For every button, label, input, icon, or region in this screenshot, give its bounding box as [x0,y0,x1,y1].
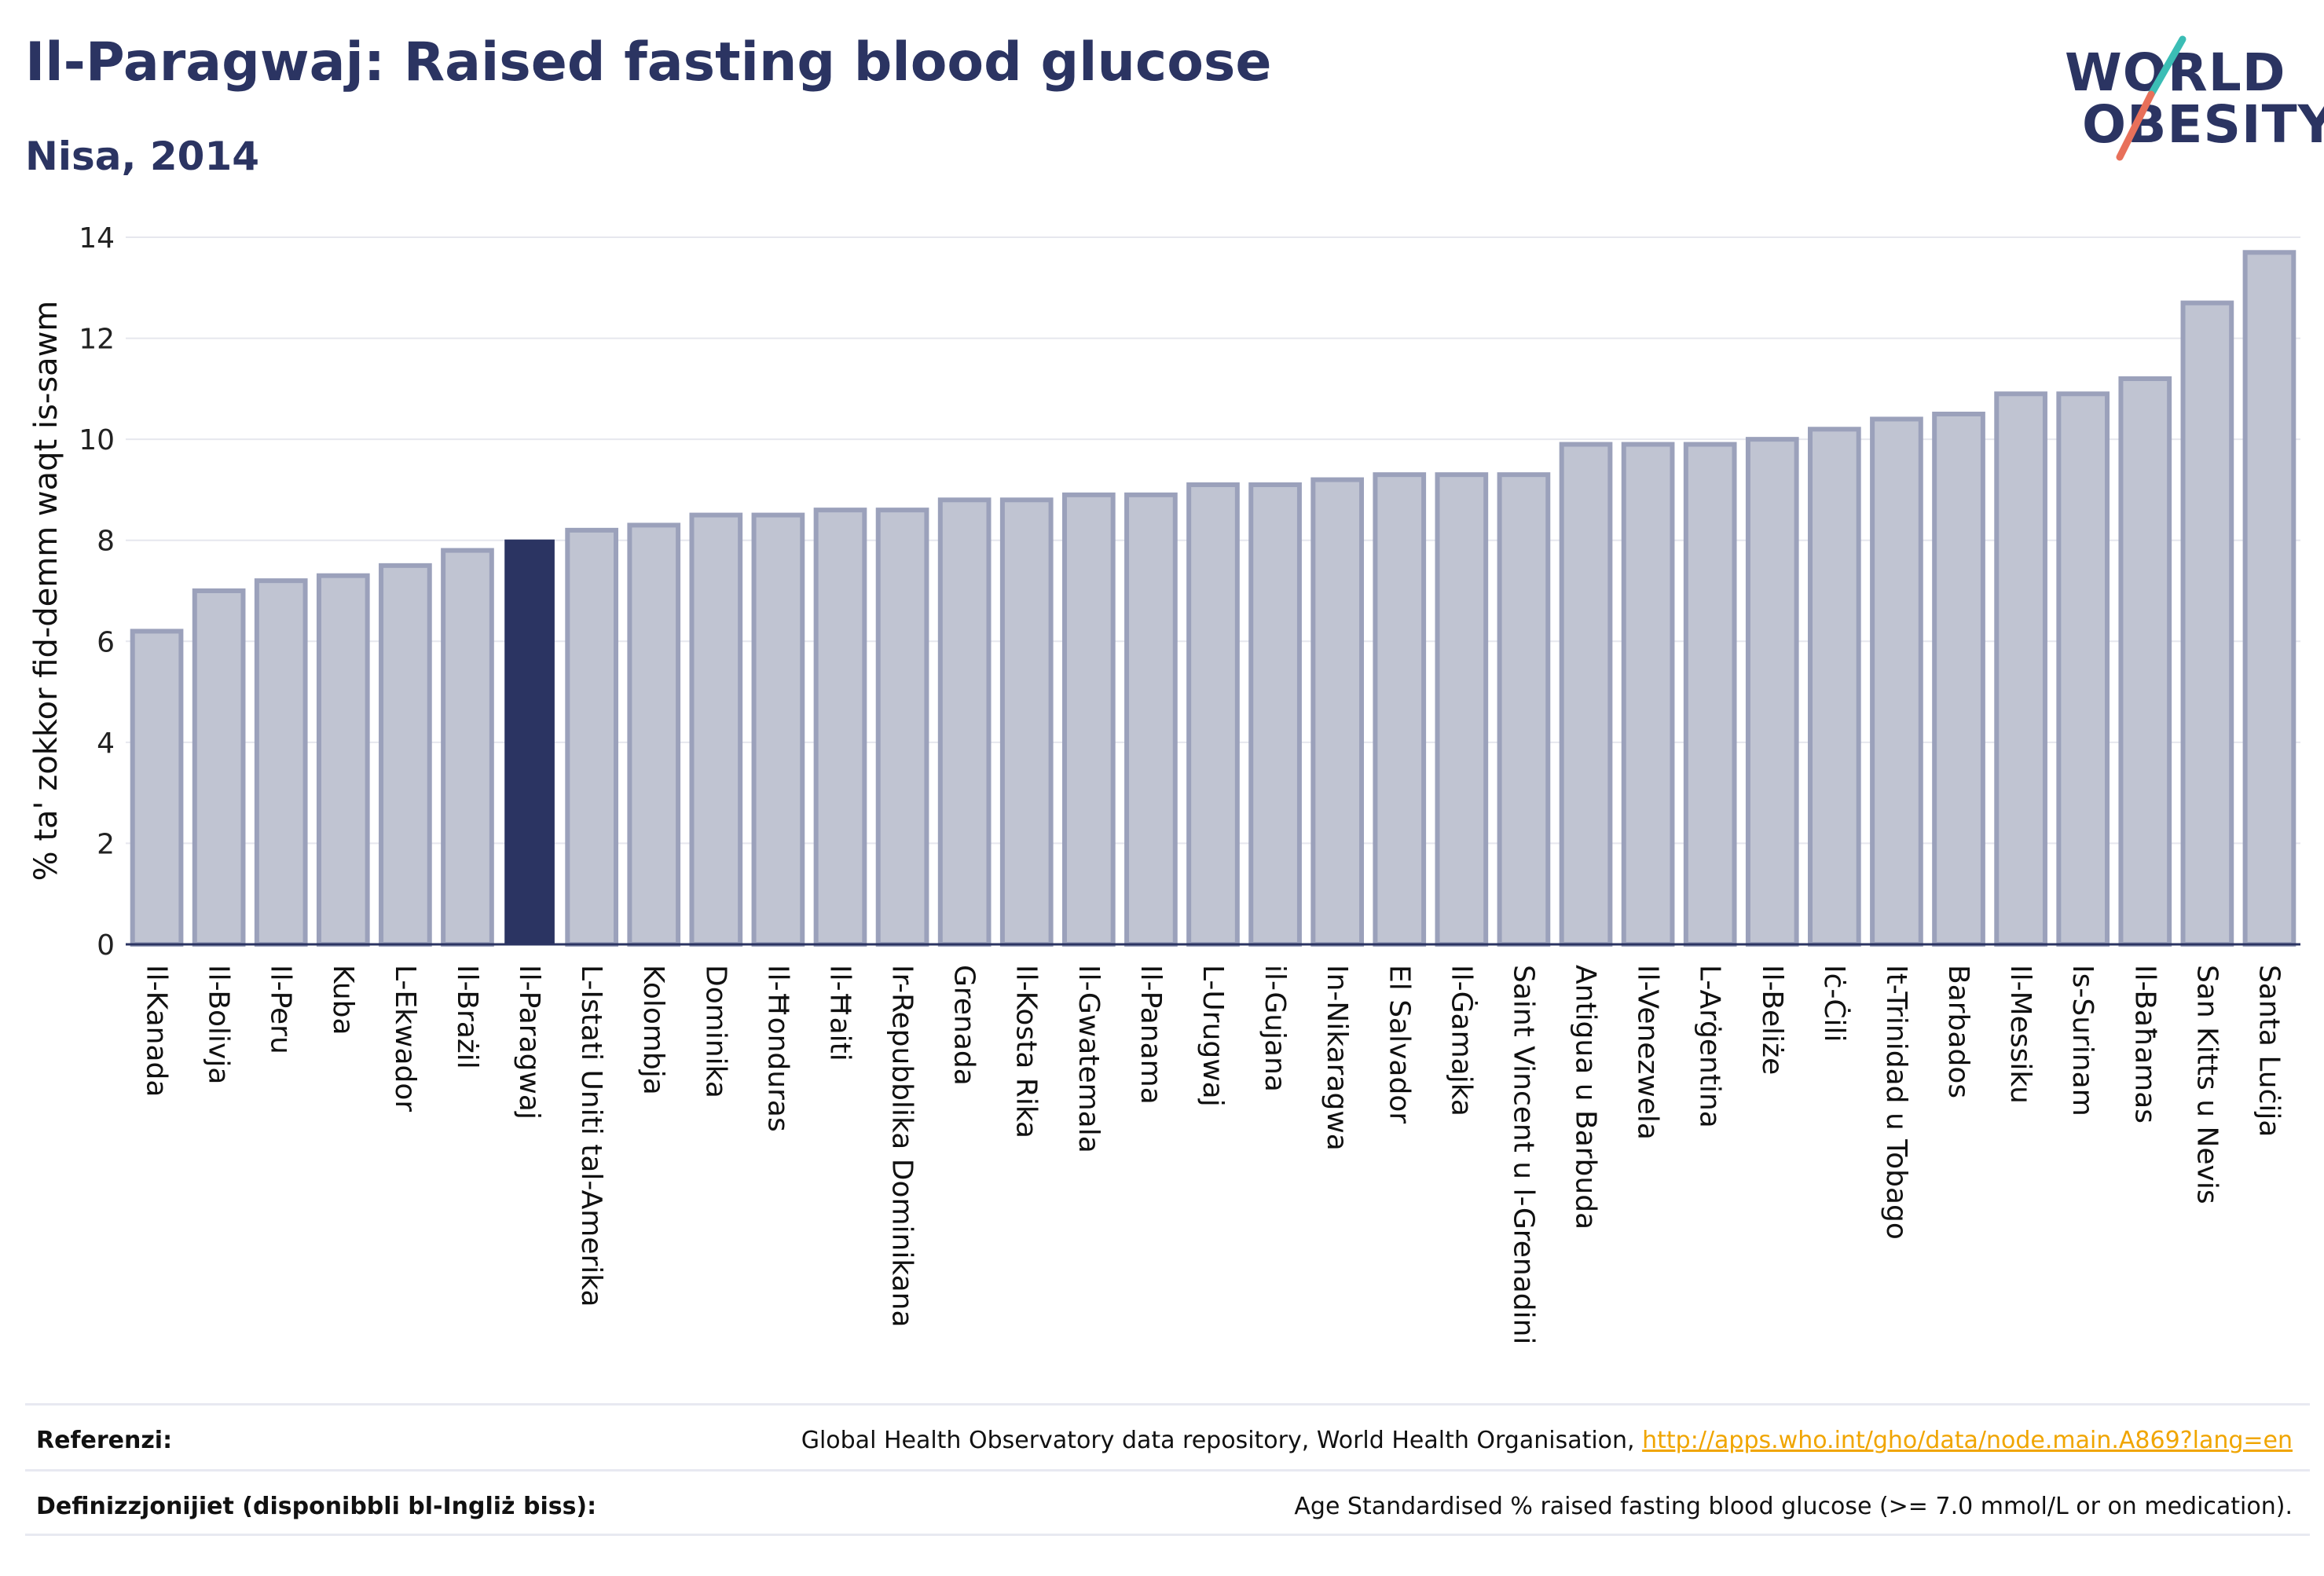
footer-divider-bottom [25,1534,2310,1536]
bar [1745,437,1799,947]
definitions-text: Age Standardised % raised fasting blood … [1294,1493,2293,1520]
x-tick-label: Il-Ġamajka [1445,965,1478,1116]
x-tick-label: Il-Paragwaj [513,965,545,1120]
x-tick-label: L-Urugwaj [1197,965,1229,1107]
bar-chart: 0 2 4 6 8 10 12 14 % ta' zokkor fid-demm waqt is… [28,222,2300,1344]
bar [1932,412,1985,947]
x-tick-label: Iċ-Ċili [1818,965,1851,1043]
x-tick-label: Il-Brażil [451,965,483,1069]
references-label: Referenzi: [36,1427,173,1454]
x-tick-label: In-Nikaragwa [1321,965,1353,1151]
x-tick-label: It-Trinidad u Tobago [1880,965,1912,1240]
y-tick-label: 4 [97,728,115,760]
x-tick-label: Il-Bolivja [203,965,235,1084]
bar [1061,492,1116,947]
bar [689,512,743,947]
world-obesity-logo: WORLD OBESITY [2043,31,2324,173]
bar [192,588,246,947]
x-tick-label: Il-Ħonduras [761,965,794,1132]
bar [254,578,308,947]
bar [565,527,618,947]
x-tick-label: L-Ekwador [389,965,421,1112]
bar [1559,442,1613,947]
x-tick-label: Il-Kosta Rika [1010,965,1043,1138]
logo-slash-icon [2116,35,2187,161]
bar [1683,442,1737,947]
bar [813,508,867,947]
x-tick-label: il-Gujana [1259,965,1291,1092]
bar [937,497,992,947]
x-tick-label: Kolombja [637,965,669,1095]
x-tick-label: Il-Gwatemala [1072,965,1105,1153]
bar [1870,416,1923,947]
x-tick-label: Il-Kanada [141,965,173,1097]
footer-divider-top [25,1403,2310,1406]
y-tick-label: 12 [79,324,115,356]
x-tick-label: Antigua u Barbuda [1570,965,1602,1230]
bar [1373,472,1427,947]
bar [379,563,432,947]
x-tick-label: El Salvador [1383,965,1415,1123]
x-tick-label: L-Arġentina [1694,965,1726,1128]
references-link[interactable]: http://apps.who.int/gho/data/node.main.A… [1642,1427,2293,1454]
y-tick-label: 6 [97,626,115,658]
x-tick-label: Kuba [327,965,359,1035]
bar [2056,391,2110,947]
bar [2118,376,2172,947]
bar [1124,492,1178,947]
bar [999,497,1054,947]
x-tick-label: Il-Beliże [1756,965,1788,1075]
x-tick-label: Il-Peru [265,965,297,1054]
bar [875,508,929,947]
bar [1497,472,1551,947]
bar [751,512,805,947]
y-tick-label: 14 [79,222,115,255]
x-tick-label: San Kitts u Nevis [2190,965,2223,1204]
references-value: Global Health Observatory data repositor… [801,1427,2293,1454]
x-tick-label: Il-Panama [1135,965,1167,1105]
bar [627,522,681,947]
x-tick-label: Saint Vincent u l-Grenadini [1507,965,1539,1344]
bar [1310,477,1365,947]
x-tick-label: Il-Venezwela [1632,965,1664,1140]
page-title: Il-Paragwaj: Raised fasting blood glucos… [25,31,1272,93]
bar [2180,300,2234,947]
x-tick-label: Is-Surinam [2066,965,2099,1116]
page-subtitle: Nisa, 2014 [25,134,260,179]
y-axis-title: % ta' zokkor fid-demm waqt is-sawm [28,301,64,881]
x-tick-label: Barbados [1942,965,1974,1098]
bar [1186,482,1240,947]
bar [1994,391,2047,947]
y-tick-label: 8 [97,526,115,558]
x-tick-label: Il-Baħamas [2128,965,2161,1123]
x-tick-label: Ir-Repubblika Dominikana [886,965,918,1328]
x-tick-label: Il-Ħaiti [823,965,856,1061]
bar [1621,442,1675,947]
x-tick-label: Santa Luċija [2253,965,2285,1137]
y-tick-label: 0 [97,929,115,962]
bar [1248,482,1302,947]
bar [1808,427,1861,947]
bar [1435,472,1489,947]
bar [441,548,494,947]
bar [504,539,555,945]
y-tick-label: 10 [79,424,115,456]
references-text: Global Health Observatory data repositor… [801,1427,1635,1454]
x-tick-label: Dominika [699,965,731,1098]
x-tick-label: L-Istati Uniti tal-Amerika [575,965,607,1307]
bar [316,573,370,947]
x-tick-label: Grenada [948,965,981,1086]
bar [2242,250,2297,947]
x-tick-label: Il-Messiku [2004,965,2036,1104]
bar [130,629,184,947]
y-tick-label: 2 [97,828,115,860]
footer-divider-middle [25,1469,2310,1472]
definitions-label: Definizzjonijiet (disponibbli bl-Ingliż … [36,1493,597,1520]
